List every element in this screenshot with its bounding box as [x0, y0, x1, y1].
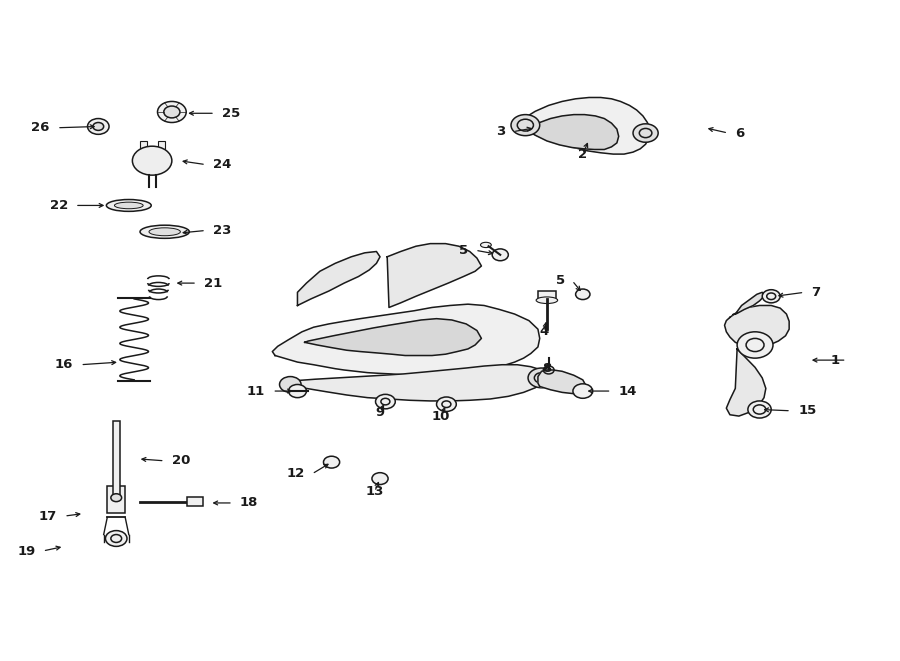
Polygon shape	[733, 292, 764, 315]
Text: 16: 16	[55, 358, 73, 371]
Polygon shape	[287, 365, 547, 401]
Text: 12: 12	[286, 467, 304, 481]
Circle shape	[511, 114, 540, 136]
Text: 3: 3	[497, 125, 506, 138]
Ellipse shape	[114, 202, 143, 209]
Text: 2: 2	[578, 147, 588, 161]
Ellipse shape	[149, 228, 180, 236]
Circle shape	[164, 106, 180, 118]
Circle shape	[132, 146, 172, 175]
Polygon shape	[518, 97, 650, 154]
Circle shape	[105, 531, 127, 547]
Polygon shape	[726, 349, 766, 416]
Text: 8: 8	[543, 362, 552, 375]
Text: 26: 26	[32, 121, 50, 134]
Text: 18: 18	[240, 496, 258, 510]
Circle shape	[762, 290, 780, 303]
Text: 9: 9	[375, 406, 384, 418]
Text: 14: 14	[618, 385, 637, 397]
Circle shape	[436, 397, 456, 411]
Text: 11: 11	[247, 385, 266, 397]
FancyBboxPatch shape	[187, 497, 203, 506]
Polygon shape	[273, 304, 540, 375]
Text: 22: 22	[50, 199, 68, 212]
Circle shape	[375, 395, 395, 408]
Ellipse shape	[481, 243, 491, 248]
Circle shape	[492, 249, 508, 260]
Circle shape	[280, 377, 302, 393]
Text: 10: 10	[432, 410, 450, 422]
FancyBboxPatch shape	[107, 486, 125, 513]
Text: 23: 23	[213, 224, 231, 237]
Circle shape	[323, 456, 339, 468]
Ellipse shape	[106, 200, 151, 212]
Text: 5: 5	[555, 274, 565, 287]
Polygon shape	[526, 114, 618, 149]
Text: 1: 1	[831, 354, 840, 367]
Text: 19: 19	[17, 545, 35, 557]
Text: 15: 15	[798, 405, 816, 417]
FancyBboxPatch shape	[112, 421, 120, 499]
Circle shape	[633, 124, 658, 142]
Text: 13: 13	[365, 485, 383, 498]
Polygon shape	[387, 244, 482, 307]
Circle shape	[573, 384, 593, 399]
Circle shape	[87, 118, 109, 134]
Text: 20: 20	[172, 454, 190, 467]
FancyBboxPatch shape	[140, 141, 147, 149]
Circle shape	[576, 289, 590, 299]
FancyBboxPatch shape	[538, 291, 556, 299]
Circle shape	[111, 494, 122, 502]
Polygon shape	[298, 252, 380, 305]
Circle shape	[737, 332, 773, 358]
Ellipse shape	[536, 297, 558, 303]
Text: 21: 21	[204, 276, 222, 290]
Text: 4: 4	[540, 325, 549, 338]
Text: 7: 7	[812, 286, 821, 299]
Circle shape	[158, 101, 186, 122]
Circle shape	[93, 122, 104, 130]
Text: 5: 5	[459, 244, 468, 256]
Text: 17: 17	[39, 510, 57, 523]
Text: 25: 25	[222, 107, 240, 120]
Circle shape	[528, 368, 555, 388]
Circle shape	[748, 401, 771, 418]
Ellipse shape	[140, 225, 189, 239]
Polygon shape	[724, 305, 789, 346]
Circle shape	[289, 385, 306, 398]
FancyBboxPatch shape	[158, 141, 165, 149]
Polygon shape	[304, 319, 482, 356]
Polygon shape	[538, 370, 587, 394]
Text: 6: 6	[735, 126, 744, 139]
Text: 24: 24	[213, 158, 231, 171]
Circle shape	[372, 473, 388, 485]
